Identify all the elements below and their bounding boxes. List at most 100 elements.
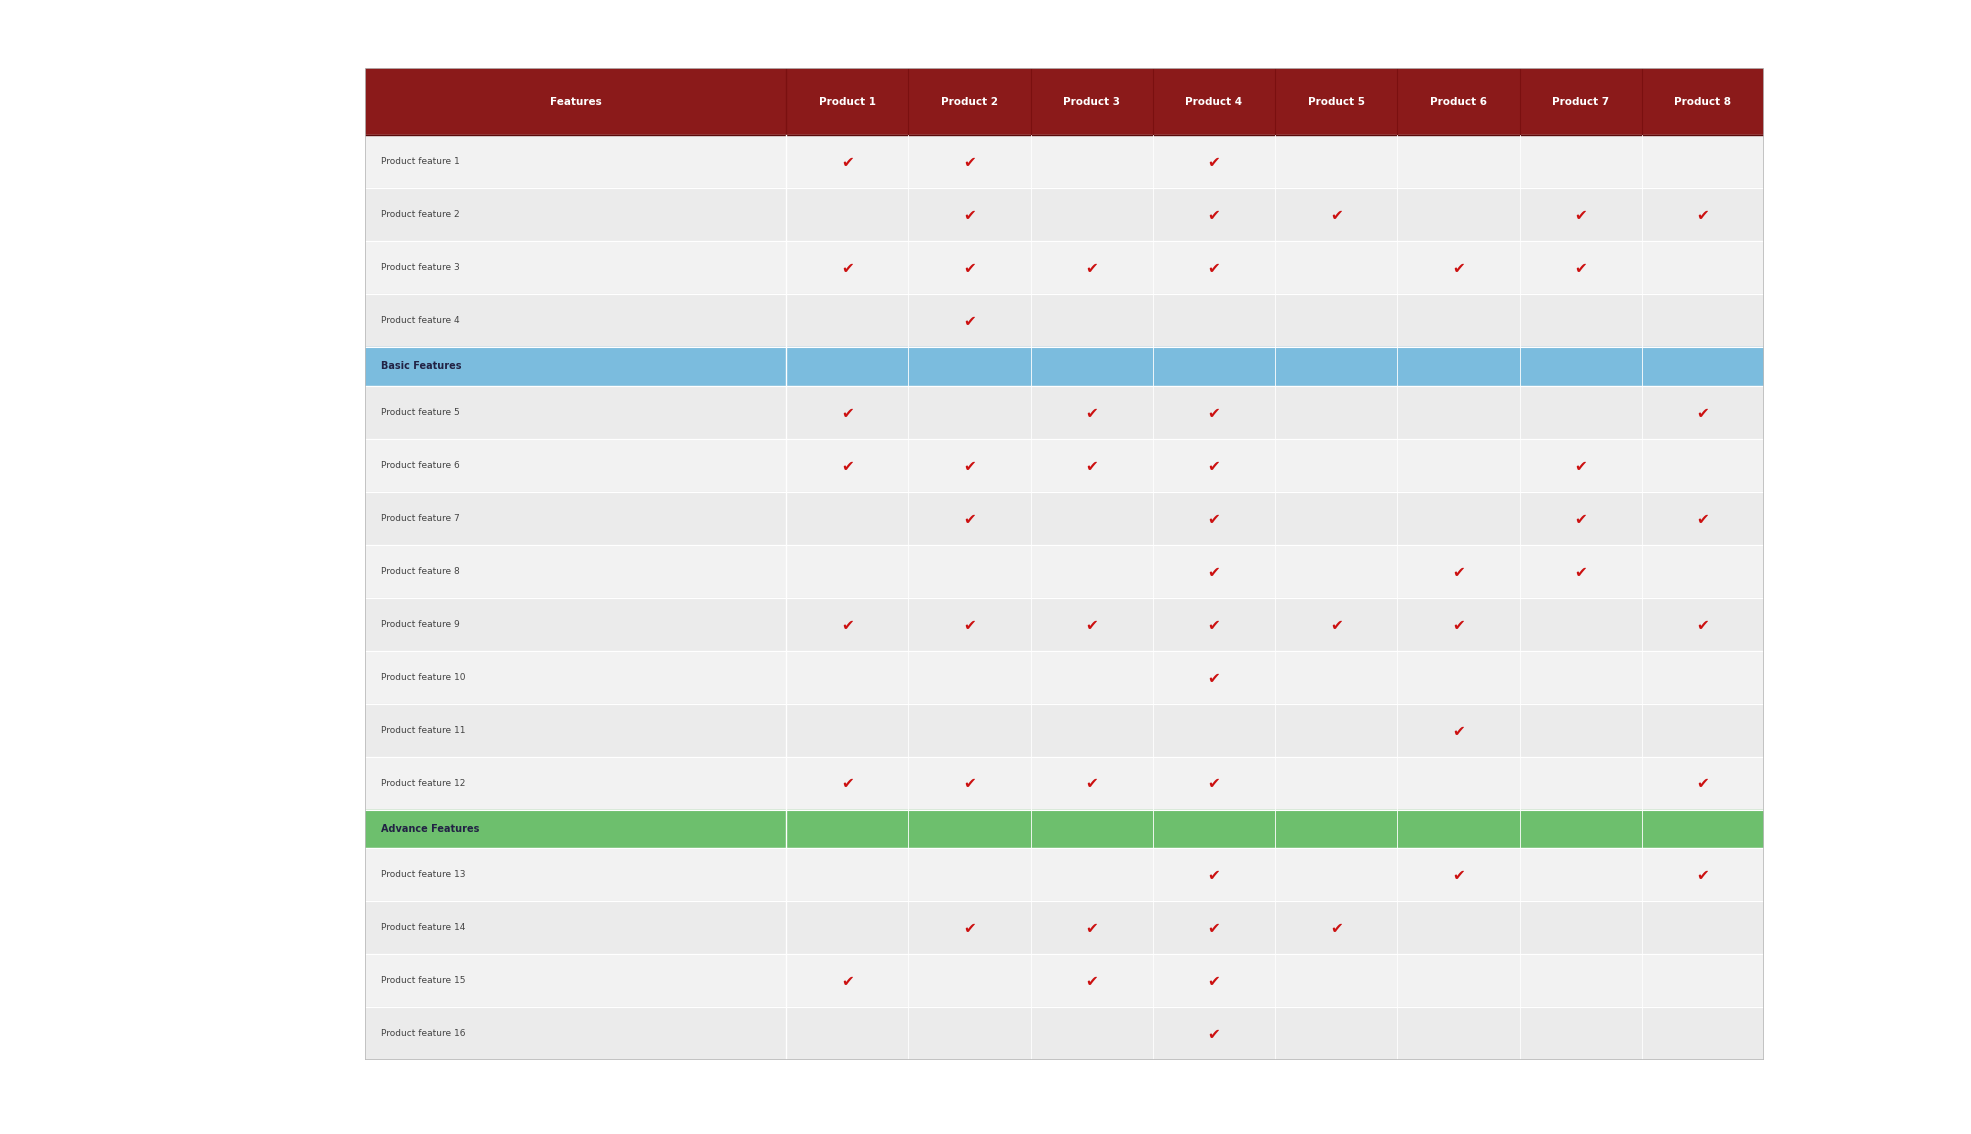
Bar	[1397, 598, 1520, 651]
Bar	[1275, 703, 1397, 756]
Bar	[786, 902, 909, 955]
Text: Product 4: Product 4	[1185, 96, 1242, 107]
Bar	[1642, 651, 1764, 703]
Text: ✔: ✔	[1330, 921, 1342, 937]
Text: ✔: ✔	[1575, 511, 1587, 526]
Bar	[1031, 598, 1153, 651]
Bar	[1520, 242, 1642, 294]
Bar	[786, 242, 909, 294]
Bar	[1275, 756, 1397, 810]
Bar	[1153, 1007, 1275, 1060]
Bar	[1397, 848, 1520, 902]
Text: ✔: ✔	[1086, 777, 1098, 792]
Text: ✔: ✔	[964, 208, 976, 223]
Text: ✔: ✔	[1208, 261, 1220, 276]
Text: Product feature 7: Product feature 7	[382, 514, 461, 523]
Bar	[1153, 439, 1275, 492]
Bar	[1642, 492, 1764, 544]
Text: ✔: ✔	[1208, 511, 1220, 526]
Bar	[786, 492, 909, 544]
Text: ✔: ✔	[1208, 869, 1220, 883]
Bar	[1520, 651, 1642, 703]
Bar	[1031, 242, 1153, 294]
Bar	[1275, 955, 1397, 1007]
Bar	[1520, 848, 1642, 902]
Text: Product 2: Product 2	[940, 96, 997, 107]
Text: ✔: ✔	[964, 458, 976, 474]
Text: Product feature 11: Product feature 11	[382, 726, 465, 735]
Bar	[365, 242, 786, 294]
Text: Product feature 12: Product feature 12	[382, 779, 465, 788]
Bar	[1642, 955, 1764, 1007]
Bar	[365, 492, 786, 544]
Bar	[909, 188, 1031, 242]
Text: ✔: ✔	[1208, 777, 1220, 792]
Bar	[1642, 544, 1764, 598]
Bar	[909, 439, 1031, 492]
Bar	[365, 135, 786, 188]
Bar	[1397, 294, 1520, 347]
Text: ✔: ✔	[1697, 511, 1709, 526]
Bar	[1153, 703, 1275, 756]
Text: ✔: ✔	[842, 777, 853, 792]
Bar	[365, 1007, 786, 1060]
Bar	[786, 955, 909, 1007]
Text: ✔: ✔	[842, 406, 853, 421]
Text: ✔: ✔	[1697, 208, 1709, 223]
Bar	[1642, 242, 1764, 294]
Bar	[786, 68, 909, 135]
Text: Product feature 4: Product feature 4	[382, 316, 459, 325]
Text: Product feature 5: Product feature 5	[382, 408, 461, 417]
Bar	[1642, 902, 1764, 955]
Bar	[1520, 1007, 1642, 1060]
Bar	[1031, 386, 1153, 439]
Bar	[1397, 242, 1520, 294]
Bar	[1520, 188, 1642, 242]
Bar	[909, 1007, 1031, 1060]
Bar	[1153, 242, 1275, 294]
Text: ✔: ✔	[1208, 208, 1220, 223]
Bar	[365, 68, 786, 135]
Bar	[1397, 703, 1520, 756]
Text: ✔: ✔	[1086, 921, 1098, 937]
Text: ✔: ✔	[1453, 869, 1464, 883]
Bar	[1642, 386, 1764, 439]
Bar	[1642, 756, 1764, 810]
Bar	[786, 439, 909, 492]
Bar	[1520, 544, 1642, 598]
Bar	[1031, 848, 1153, 902]
Text: ✔: ✔	[964, 155, 976, 170]
Text: ✔: ✔	[1453, 565, 1464, 579]
Bar	[1275, 294, 1397, 347]
Bar	[1275, 386, 1397, 439]
Text: ✔: ✔	[964, 511, 976, 526]
Bar	[1153, 902, 1275, 955]
Bar	[909, 756, 1031, 810]
Text: ✔: ✔	[964, 618, 976, 633]
Bar	[1275, 242, 1397, 294]
Bar	[786, 544, 909, 598]
Bar	[1642, 68, 1764, 135]
Text: ✔: ✔	[1086, 406, 1098, 421]
Bar	[1031, 955, 1153, 1007]
Bar	[1275, 902, 1397, 955]
Bar	[1520, 439, 1642, 492]
Bar	[1520, 492, 1642, 544]
Bar	[786, 651, 909, 703]
Text: ✔: ✔	[1453, 618, 1464, 633]
Text: ✔: ✔	[842, 974, 853, 989]
Bar	[909, 386, 1031, 439]
Bar	[909, 544, 1031, 598]
Bar	[1031, 188, 1153, 242]
Bar	[1642, 188, 1764, 242]
Text: Product 7: Product 7	[1551, 96, 1608, 107]
Bar	[909, 242, 1031, 294]
Bar	[1153, 651, 1275, 703]
Text: ✔: ✔	[1575, 208, 1587, 223]
Text: Product feature 6: Product feature 6	[382, 460, 461, 469]
Text: ✔: ✔	[842, 155, 853, 170]
Bar	[1153, 598, 1275, 651]
Text: ✔: ✔	[1697, 406, 1709, 421]
Bar	[1642, 598, 1764, 651]
Text: Product feature 10: Product feature 10	[382, 672, 465, 682]
